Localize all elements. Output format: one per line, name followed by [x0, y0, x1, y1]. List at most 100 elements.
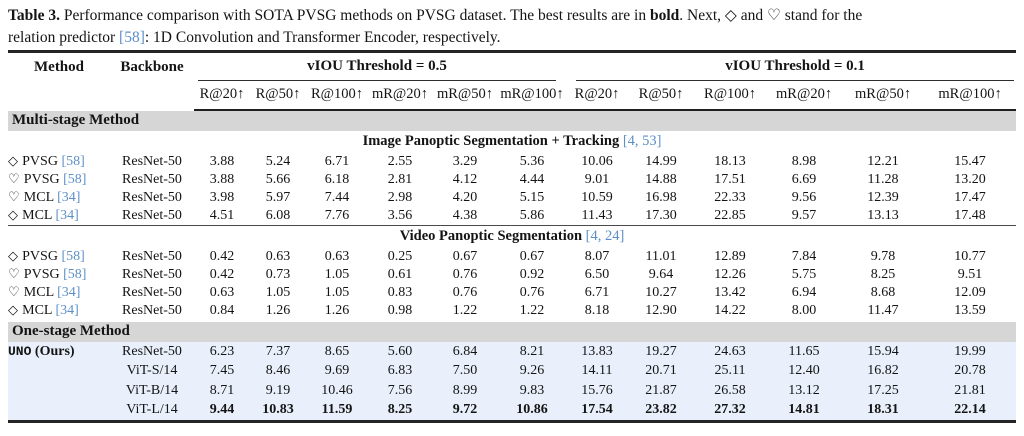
metric-value: 1.22: [452, 303, 478, 318]
backbone-cell: ResNet-50: [122, 154, 182, 169]
metric-value: 13.83: [566, 342, 629, 362]
metric-value: 6.84: [432, 342, 498, 362]
metric-value: 14.99: [645, 154, 677, 169]
metric-col-header: mR@50↑: [432, 81, 498, 111]
method-cell: [8, 361, 110, 381]
diamond-icon: ◇: [8, 154, 23, 169]
metric-col-header: mR@20↑: [368, 81, 432, 111]
metric-value: 0.42: [209, 267, 235, 282]
metric-value: 6.50: [584, 267, 610, 282]
metric-value: 3.98: [209, 190, 235, 205]
table-row: ♡ MCL [34] ResNet-50 0.63 1.05 1.05 0.83 0.76 0…: [8, 284, 1016, 302]
citation-link[interactable]: [34]: [57, 190, 81, 205]
method-cell: ◇ PVSG [58]: [8, 248, 110, 266]
method-name: MCL: [23, 190, 58, 205]
metric-value: 2.55: [387, 154, 413, 169]
metric-value: 17.30: [645, 208, 677, 223]
table-row: ♡ MCL [34] ResNet-50 3.98 5.97 7.44 2.98 4.20 5…: [8, 189, 1016, 207]
metric-value: 5.86: [519, 208, 545, 223]
backbone-cell: ResNet-50: [122, 267, 182, 282]
metric-value: 2.81: [387, 172, 413, 187]
metric-value: 0.76: [452, 285, 478, 300]
table-row: ◇ PVSG [58] ResNet-50 0.42 0.63 0.63 0.25 0.67…: [8, 248, 1016, 266]
metric-value: 5.24: [265, 154, 291, 169]
table-row: ♡ PVSG [58] ResNet-50 0.42 0.73 1.05 0.61 0.76…: [8, 266, 1016, 284]
metric-value: 10.86: [498, 400, 567, 422]
metric-value: 0.84: [209, 303, 235, 318]
metric-value: 22.85: [714, 208, 746, 223]
citation-link[interactable]: [58]: [63, 267, 87, 282]
metric-value: 12.39: [867, 190, 899, 205]
metric-value: 1.05: [324, 267, 350, 282]
metric-value: 25.11: [694, 361, 767, 381]
metric-col-header: mR@100↑: [498, 81, 567, 111]
citation-link[interactable]: [58]: [61, 249, 85, 264]
method-cell: [8, 400, 110, 422]
metric-value: 19.99: [924, 342, 1017, 362]
metric-value: 0.42: [209, 249, 235, 264]
metric-value: 11.59: [306, 400, 368, 422]
citation-link[interactable]: [34]: [55, 303, 79, 318]
metric-value: 12.89: [714, 249, 746, 264]
metric-value: 0.98: [387, 303, 413, 318]
citation-link[interactable]: [34]: [55, 208, 79, 223]
backbone-cell: ViT-S/14: [110, 361, 194, 381]
metric-value: 6.69: [791, 172, 817, 187]
diamond-icon: ◇: [8, 208, 23, 223]
metric-value: 9.69: [306, 361, 368, 381]
subheader-row: Image Panoptic Segmentation + Tracking […: [8, 131, 1016, 153]
metric-value: 4.20: [452, 190, 478, 205]
citation-link[interactable]: [58]: [119, 28, 145, 46]
heart-icon: ♡: [8, 172, 24, 187]
metric-col-header: R@50↑: [628, 81, 695, 111]
citation-link[interactable]: [4, 24]: [585, 228, 625, 244]
metric-value: 3.88: [209, 172, 235, 187]
citation-link[interactable]: [58]: [61, 154, 85, 169]
metric-value: 3.56: [387, 208, 413, 223]
method-name: PVSG: [23, 172, 64, 187]
metric-value: 11.01: [645, 249, 677, 264]
section-label: One-stage Method: [8, 320, 1017, 342]
metric-value: 5.97: [265, 190, 291, 205]
citation-link[interactable]: [34]: [57, 285, 81, 300]
citation-link[interactable]: [4, 53]: [622, 133, 662, 149]
method-name: PVSG: [23, 267, 64, 282]
metric-value: 7.76: [324, 208, 350, 223]
metric-value: 9.57: [791, 208, 817, 223]
backbone-cell: ResNet-50: [122, 303, 182, 318]
metric-value: 20.78: [924, 361, 1017, 381]
caption-text: relation predictor: [8, 28, 120, 46]
metric-value: 1.05: [324, 285, 350, 300]
method-name: PVSG: [22, 249, 62, 264]
method-name-mono: UNO: [8, 343, 32, 359]
metric-value: 14.11: [566, 361, 629, 381]
metric-value: 10.77: [954, 249, 986, 264]
backbone-cell: ViT-L/14: [110, 400, 194, 422]
metric-value: 7.44: [324, 190, 350, 205]
metric-value: 18.31: [842, 400, 925, 422]
metric-value: 0.63: [265, 249, 291, 264]
metric-value: 3.88: [209, 154, 235, 169]
metric-value: 5.36: [519, 154, 545, 169]
metric-value: 9.44: [194, 400, 250, 422]
heart-icon: ♡: [8, 190, 24, 205]
metric-value: 1.22: [519, 303, 545, 318]
metric-value: 8.46: [250, 361, 306, 381]
metric-value: 7.84: [791, 249, 817, 264]
metric-value: 10.59: [581, 190, 613, 205]
metric-value: 14.81: [766, 400, 843, 422]
metric-value: 8.98: [791, 154, 817, 169]
method-cell: ♡ MCL [34]: [8, 284, 110, 302]
header-metrics-row: R@20↑ R@50↑ R@100↑ mR@20↑ mR@50↑ mR@100↑…: [8, 81, 1017, 111]
metric-value: 8.21: [498, 342, 567, 362]
metric-value: 13.59: [954, 303, 986, 318]
metric-value: 10.46: [306, 381, 368, 401]
metric-value: 17.48: [954, 208, 986, 223]
citation-link[interactable]: [58]: [63, 172, 87, 187]
metric-value: 8.25: [368, 400, 432, 422]
metric-value: 6.94: [791, 285, 817, 300]
method-cell: [8, 381, 110, 401]
metric-value: 9.83: [498, 381, 567, 401]
method-name: MCL: [22, 208, 56, 223]
table-row: ♡ PVSG [58] ResNet-50 3.88 5.66 6.18 2.81 4.12…: [8, 171, 1016, 189]
